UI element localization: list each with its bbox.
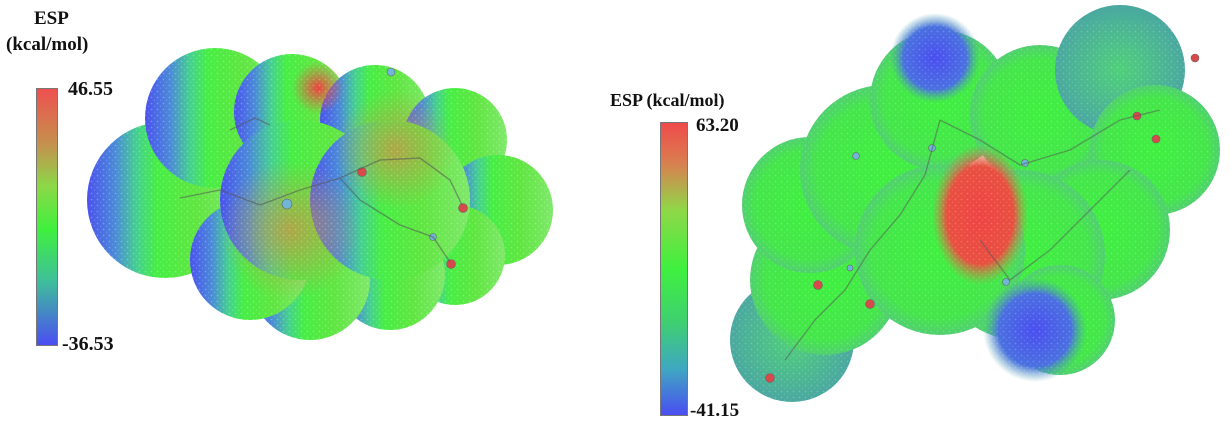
esp-panel-right: ESP (kcal/mol) 63.20 -41.15 [600,0,1231,421]
bond-sticks-left [179,117,463,263]
esp-panel-left: ESP (kcal/mol) 46.55 -36.53 [0,0,600,421]
legend-title-right: ESP (kcal/mol) [610,90,725,110]
molecule-surface-right [710,5,1230,410]
legend-title-left-line1: ESP [34,8,69,29]
colorbar-right [660,122,688,416]
atom-markers-right [765,53,1200,383]
bond-sticks-right [784,109,1161,361]
colorbar-left [36,88,58,346]
molecule-surface-left [87,40,560,340]
legend-title-left-line2: (kcal/mol) [6,34,89,55]
